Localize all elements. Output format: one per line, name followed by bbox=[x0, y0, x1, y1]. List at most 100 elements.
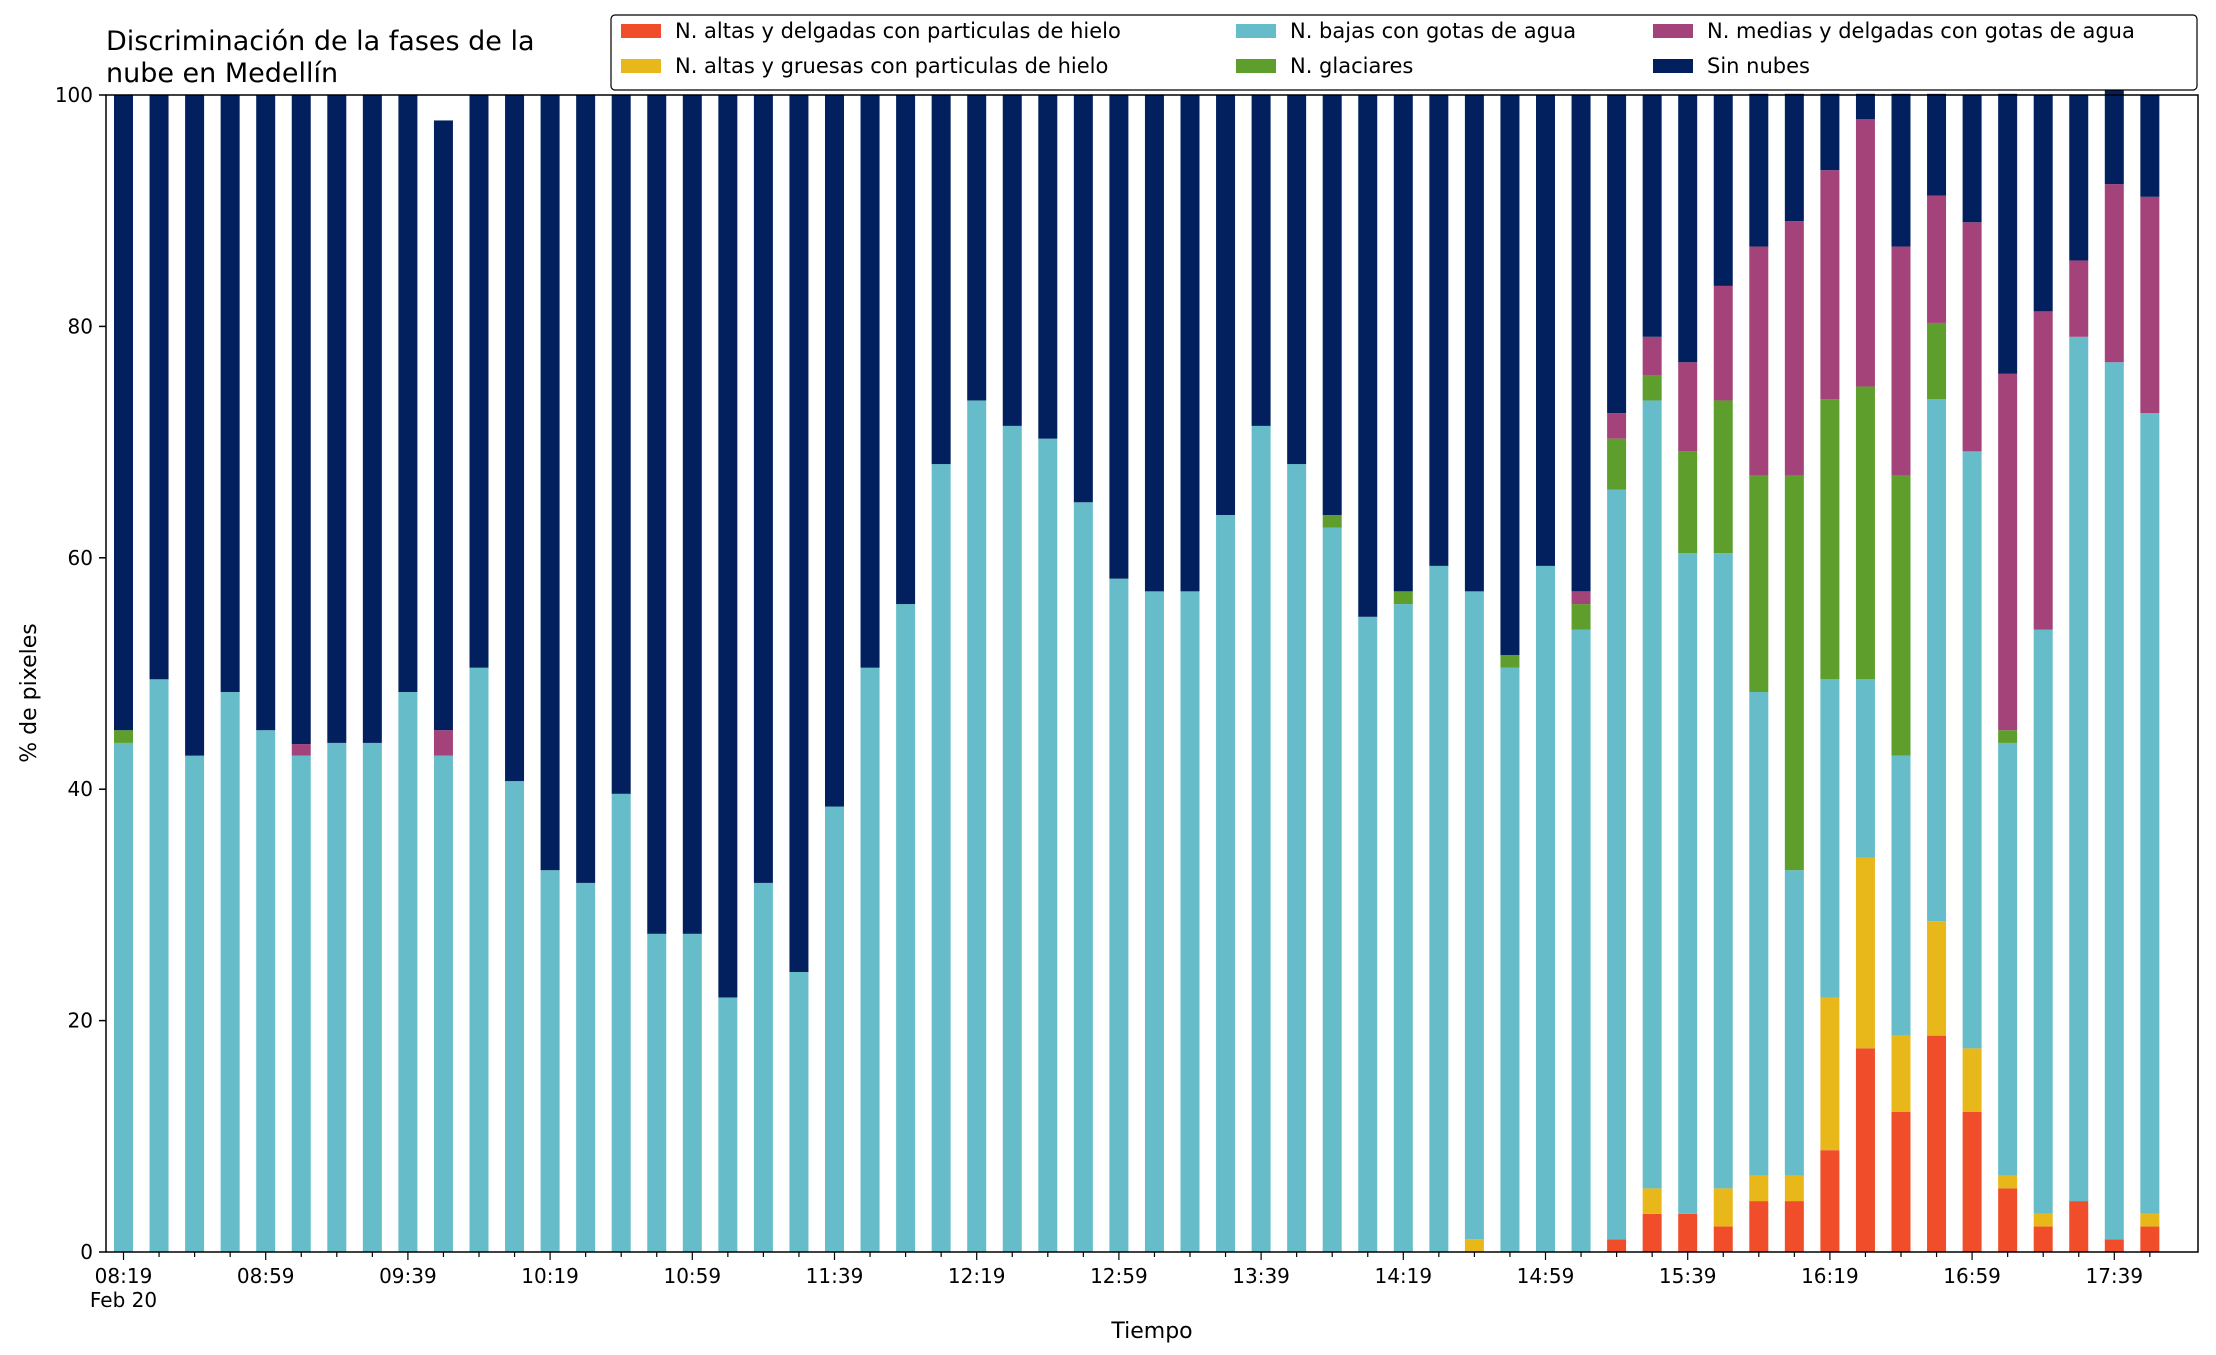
bar-segment bbox=[220, 95, 240, 693]
bar-segment bbox=[2033, 95, 2053, 312]
x-tick-label: 13:39 bbox=[1232, 1264, 1290, 1288]
bar-segment bbox=[1927, 399, 1947, 922]
bar-segment bbox=[1607, 95, 1627, 414]
bar-segment bbox=[967, 95, 987, 401]
bar-segment bbox=[2033, 311, 2053, 630]
x-tick-label: 14:59 bbox=[1517, 1264, 1575, 1288]
bar-segment bbox=[2140, 1226, 2160, 1252]
bar-segment bbox=[1855, 386, 1875, 680]
legend-swatch bbox=[1236, 59, 1276, 73]
bar-segment bbox=[1500, 95, 1520, 655]
bar-segment bbox=[1571, 95, 1591, 592]
bar-segment bbox=[1607, 413, 1627, 439]
bar-segment bbox=[1820, 679, 1840, 998]
bar-segment bbox=[1038, 438, 1058, 1252]
bar-segment bbox=[398, 692, 418, 1252]
legend: N. altas y delgadas con particulas de hi… bbox=[610, 14, 2198, 91]
bar-segment bbox=[505, 781, 525, 1252]
bar-segment bbox=[2140, 196, 2160, 414]
bar-segment bbox=[2140, 1213, 2160, 1227]
bar-segment bbox=[1607, 1239, 1627, 1252]
bar-segment bbox=[1962, 95, 1982, 223]
bar-segment bbox=[1216, 514, 1236, 1252]
bar-segment bbox=[1998, 1175, 2018, 1189]
bar-segment bbox=[611, 95, 631, 794]
plot-frame bbox=[105, 94, 2199, 1253]
bar-segment bbox=[647, 933, 667, 1252]
bar-segment bbox=[1571, 629, 1591, 1252]
y-tick-label: 100 bbox=[55, 83, 93, 107]
bar-segment bbox=[291, 95, 311, 745]
bar-segment bbox=[1962, 222, 1982, 452]
bar-segment bbox=[1749, 246, 1769, 476]
bar-segment bbox=[1180, 95, 1200, 592]
bar-segment bbox=[540, 870, 560, 1252]
bar-segment bbox=[1216, 95, 1236, 515]
bar-segment bbox=[1784, 221, 1804, 476]
bar-segment bbox=[1784, 1175, 1804, 1202]
x-tick-label: 14:19 bbox=[1374, 1264, 1432, 1288]
bar-segment bbox=[1642, 400, 1662, 1189]
bar-segment bbox=[2069, 260, 2089, 337]
bar-segment bbox=[1855, 119, 1875, 387]
bar-segment bbox=[1820, 1150, 1840, 1252]
bar-segment bbox=[1536, 95, 1555, 566]
bar-segment bbox=[149, 679, 169, 1252]
bar-segment bbox=[114, 95, 133, 731]
bar-segment bbox=[1536, 565, 1555, 1252]
bar-segment bbox=[1642, 336, 1662, 375]
bar-segment bbox=[1322, 95, 1342, 515]
bar-segment bbox=[1642, 95, 1662, 337]
bar-segment bbox=[1429, 565, 1449, 1252]
legend-label: N. glaciares bbox=[1290, 54, 1413, 78]
bar-segment bbox=[1002, 95, 1022, 426]
bar-segment bbox=[2069, 336, 2089, 1202]
bar-segment bbox=[1251, 95, 1271, 426]
legend-swatch bbox=[1653, 59, 1693, 73]
x-tick-label: 08:59 bbox=[237, 1264, 295, 1288]
bar-segment bbox=[753, 95, 773, 883]
bar-segment bbox=[2140, 95, 2160, 197]
bar-segment bbox=[1820, 399, 1840, 680]
legend-label: N. altas y delgadas con particulas de hi… bbox=[675, 19, 1121, 43]
bar-segment bbox=[1784, 475, 1804, 871]
bar-segment bbox=[1891, 1112, 1911, 1252]
x-tick-label: 16:59 bbox=[1943, 1264, 2001, 1288]
bar-segment bbox=[1678, 553, 1698, 1214]
bar-segment bbox=[1927, 921, 1947, 1036]
bar-segment bbox=[256, 95, 276, 731]
y-axis: 0 20 40 60 80 100 bbox=[55, 83, 106, 1264]
bar-segment bbox=[1891, 93, 1911, 247]
bar-segment bbox=[256, 730, 276, 1252]
x-tick-label: 11:39 bbox=[806, 1264, 864, 1288]
bar-segment bbox=[1571, 604, 1591, 630]
bar-segment bbox=[1073, 502, 1093, 1252]
bar-segment bbox=[1180, 591, 1200, 1252]
x-tick-label: 12:59 bbox=[1090, 1264, 1148, 1288]
bar-segment bbox=[753, 882, 773, 1252]
bar-segment bbox=[1109, 95, 1129, 579]
bar-segment bbox=[1749, 93, 1769, 247]
bar-segment bbox=[1464, 95, 1484, 592]
legend-swatch bbox=[1653, 24, 1693, 38]
bar-segment bbox=[1571, 591, 1591, 605]
bar-segment bbox=[825, 95, 844, 807]
bar-segment bbox=[1998, 1188, 2018, 1252]
bar-segment bbox=[1820, 93, 1840, 171]
bar-segment bbox=[1927, 93, 1947, 196]
bar-segment bbox=[1251, 425, 1271, 1252]
legend-swatch bbox=[1236, 24, 1276, 38]
bar-segment bbox=[1500, 654, 1520, 668]
bar-segment bbox=[1358, 616, 1378, 1252]
bar-segment bbox=[1144, 95, 1164, 592]
bar-segment bbox=[1500, 667, 1520, 1252]
legend-label: N. altas y gruesas con particulas de hie… bbox=[675, 54, 1108, 78]
x-tick-label: 12:19 bbox=[948, 1264, 1006, 1288]
bar-segment bbox=[1998, 373, 2018, 731]
bar-segment bbox=[1962, 451, 1982, 1049]
bar-segment bbox=[1749, 475, 1769, 693]
bar-segment bbox=[149, 95, 169, 680]
bar-segment bbox=[220, 692, 240, 1252]
